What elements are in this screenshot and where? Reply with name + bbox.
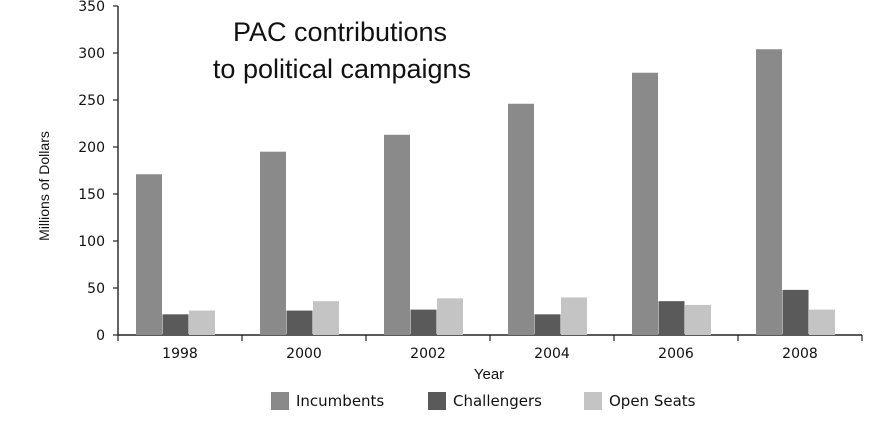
bar xyxy=(561,297,587,335)
bar-series-group xyxy=(136,49,835,336)
bar xyxy=(632,72,658,336)
bar xyxy=(809,309,835,335)
bar xyxy=(313,301,339,335)
y-tick-label: 0 xyxy=(96,328,105,344)
legend-label: Open Seats xyxy=(609,392,696,410)
legend-item: Incumbents xyxy=(271,392,384,410)
bar xyxy=(286,310,313,335)
x-tick-label: 2004 xyxy=(534,346,570,362)
x-tick-label: 2000 xyxy=(286,346,322,362)
bar xyxy=(437,298,463,335)
bar xyxy=(136,174,162,335)
x-tick-label: 2008 xyxy=(782,346,818,362)
x-axis-title: Year xyxy=(474,366,504,383)
y-tick-label: 50 xyxy=(87,281,105,297)
legend-swatch xyxy=(428,392,446,410)
bar xyxy=(685,304,711,335)
y-tick-label: 100 xyxy=(78,234,105,250)
bar-series-challengers xyxy=(162,289,809,335)
chart-title-line-2: to political campaigns xyxy=(213,54,471,84)
bar xyxy=(410,309,437,335)
bar xyxy=(782,289,809,335)
y-tick-label: 200 xyxy=(78,140,105,156)
bar xyxy=(384,134,410,335)
legend-label: Incumbents xyxy=(296,392,384,410)
y-tick-label: 350 xyxy=(78,0,105,15)
bar xyxy=(508,103,534,335)
legend-swatch xyxy=(584,392,602,410)
legend-swatch xyxy=(271,392,289,410)
legend-item: Open Seats xyxy=(584,392,696,410)
x-axis: 1998 2000 2002 2004 2006 2008 xyxy=(117,334,863,362)
y-axis: 0 50 100 150 200 250 300 350 xyxy=(78,0,119,344)
bar xyxy=(534,314,561,335)
y-axis-title: Millions of Dollars xyxy=(36,131,52,241)
legend: Incumbents Challengers Open Seats xyxy=(271,392,696,410)
bar xyxy=(260,151,286,335)
bar xyxy=(189,310,215,335)
y-tick-label: 300 xyxy=(78,46,105,62)
bar-series-open-seats xyxy=(189,297,835,335)
bar xyxy=(658,301,685,335)
x-tick-label: 1998 xyxy=(162,346,198,362)
bar xyxy=(162,314,189,335)
legend-label: Challengers xyxy=(453,392,542,410)
legend-item: Challengers xyxy=(428,392,542,410)
chart-title-line-1: PAC contributions xyxy=(233,17,447,47)
y-tick-label: 150 xyxy=(78,187,105,203)
chart-title: PAC contributions to political campaigns xyxy=(213,17,471,84)
bar xyxy=(756,49,782,336)
x-tick-label: 2006 xyxy=(658,346,694,362)
x-tick-label: 2002 xyxy=(410,346,446,362)
y-tick-label: 250 xyxy=(78,93,105,109)
bar-series-incumbents xyxy=(136,49,782,336)
